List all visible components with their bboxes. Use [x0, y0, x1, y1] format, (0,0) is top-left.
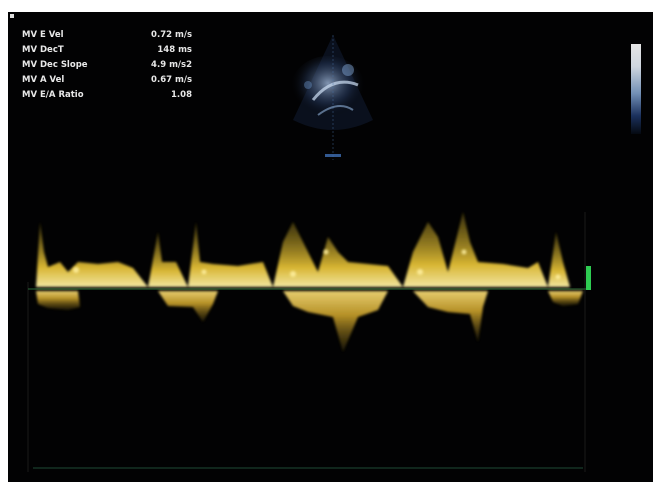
grayscale-map-bar	[631, 44, 641, 134]
measurement-label: MV E/A Ratio	[22, 90, 84, 100]
2d-reference-image	[290, 35, 373, 160]
measurement-row: MV E/A Ratio 1.08	[22, 88, 192, 103]
measurement-row: MV E Vel 0.72 m/s	[22, 28, 192, 43]
measurement-value: 1.08	[171, 90, 192, 100]
measurement-value: 0.72 m/s	[151, 30, 192, 40]
baseline-marker	[586, 266, 591, 290]
measurement-row: MV Dec Slope 4.9 m/s2	[22, 58, 192, 73]
measurement-label: MV A Vel	[22, 75, 65, 85]
measurement-row: MV DecT 148 ms	[22, 43, 192, 58]
orientation-marker	[10, 14, 14, 18]
echo-display: MV E Vel 0.72 m/s MV DecT 148 ms MV Dec …	[8, 12, 653, 482]
measurement-value: 4.9 m/s2	[151, 60, 192, 70]
measurement-label: MV E Vel	[22, 30, 64, 40]
measurement-panel: MV E Vel 0.72 m/s MV DecT 148 ms MV Dec …	[22, 28, 192, 103]
spectral-doppler-trace	[27, 212, 586, 472]
measurement-label: MV DecT	[22, 45, 64, 55]
measurement-value: 0.67 m/s	[151, 75, 192, 85]
measurement-value: 148 ms	[157, 45, 192, 55]
measurement-label: MV Dec Slope	[22, 60, 88, 70]
measurement-row: MV A Vel 0.67 m/s	[22, 73, 192, 88]
